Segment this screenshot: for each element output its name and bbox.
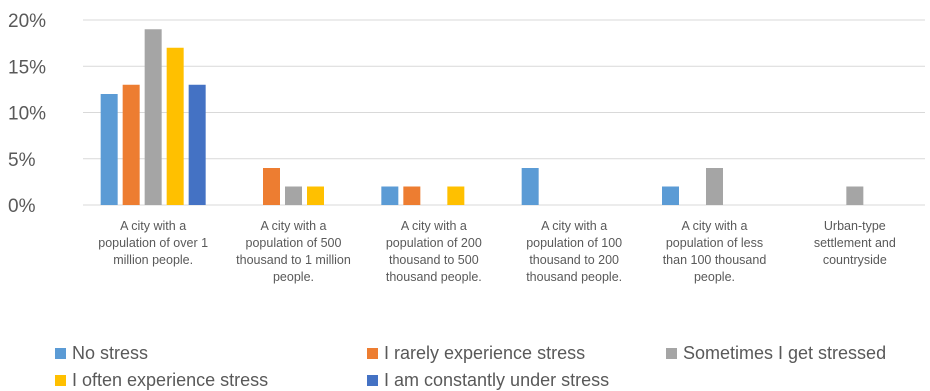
bar <box>100 94 118 205</box>
y-tick-label: 10% <box>8 104 46 125</box>
bar <box>263 168 280 205</box>
bar <box>521 168 539 205</box>
y-tick-label: 20% <box>8 11 46 32</box>
bar <box>662 186 679 205</box>
bar <box>403 186 421 205</box>
x-category-label: A city with a population of over 1 million… <box>98 219 208 267</box>
bar <box>122 84 140 205</box>
x-category-label: A city with a population of 500 thousand t… <box>236 219 351 284</box>
bar <box>706 168 723 205</box>
bar <box>447 186 465 205</box>
bar <box>285 186 302 205</box>
bar <box>188 84 206 205</box>
bars <box>100 29 864 205</box>
gridlines <box>83 19 925 206</box>
bar <box>381 186 399 205</box>
x-category-label: A city with a population of 200 thousand t… <box>386 219 482 284</box>
x-category-label: Urban-type settlement and countryside <box>814 219 896 267</box>
bar <box>307 186 324 205</box>
bar <box>166 47 184 205</box>
y-axis-ticks: 0% 5% 10% 15% 20% <box>8 11 46 217</box>
x-category-label: A city with a population of less than 100 … <box>663 219 767 284</box>
bar <box>846 186 864 205</box>
y-tick-label: 0% <box>8 196 36 217</box>
x-category-label: A city with a population of 100 thousand t… <box>526 219 622 284</box>
x-axis-categories: A city with a population of over 1 million… <box>98 219 896 284</box>
y-tick-label: 15% <box>8 57 46 78</box>
bar <box>144 29 162 205</box>
y-tick-label: 5% <box>8 150 36 171</box>
